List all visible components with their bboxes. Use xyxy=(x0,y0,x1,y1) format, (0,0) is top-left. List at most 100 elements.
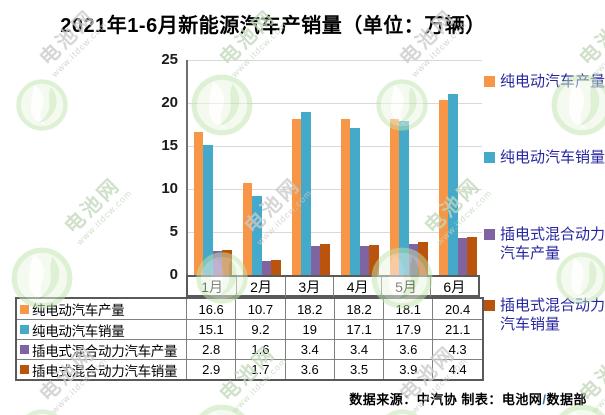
y-tick-label-5: 5 xyxy=(169,223,178,240)
table-value-cell: 10.7 xyxy=(235,299,284,319)
bar xyxy=(310,245,320,275)
table-value-cell: 18.2 xyxy=(333,299,383,319)
watermark-logo-icon xyxy=(16,79,68,131)
month-header-cell: 6月 xyxy=(429,277,478,297)
watermark-logo-icon xyxy=(25,409,59,415)
row-label-text: 纯电动汽车产量 xyxy=(32,303,125,318)
y-tick-label-0: 0 xyxy=(169,266,178,283)
table-row-label: 纯电动汽车产量 xyxy=(17,299,186,319)
legend-label: 纯电动汽车销量 xyxy=(500,149,605,166)
row-label-text: 插电式混合动力汽车销量 xyxy=(32,363,178,379)
bar xyxy=(340,118,350,275)
bar-group-5月 xyxy=(384,60,433,275)
row-key-swatch xyxy=(20,325,29,334)
bar xyxy=(369,244,379,275)
table-row-label: 插电式混合动力汽车销量 xyxy=(17,359,186,379)
table-value-cell: 3.5 xyxy=(333,359,384,379)
bar xyxy=(212,250,222,275)
table-value-cell: 3.9 xyxy=(383,359,433,379)
bar xyxy=(261,261,271,275)
table-value-cell: 9.2 xyxy=(235,319,285,339)
table-value-cell: 18.1 xyxy=(383,299,432,319)
table-value-cell: 3.4 xyxy=(284,339,334,359)
bar xyxy=(242,183,252,275)
table-value-cell: 2.9 xyxy=(186,359,236,379)
legend-swatch xyxy=(484,76,495,87)
bar-group-3月 xyxy=(286,60,335,275)
bar xyxy=(399,121,409,275)
table-value-cell: 19 xyxy=(284,319,334,339)
row-label-text: 插电式混合动力汽车产量 xyxy=(32,343,178,359)
bar xyxy=(448,93,458,275)
bar xyxy=(350,127,360,275)
bar xyxy=(418,241,428,275)
gridline-5 xyxy=(188,232,482,233)
table-value-cell: 20.4 xyxy=(432,299,481,319)
gridline-15 xyxy=(188,146,482,147)
bar xyxy=(408,244,418,275)
gridline-20 xyxy=(188,103,482,104)
table-value-cell: 15.1 xyxy=(186,319,236,339)
table-value-cell: 17.1 xyxy=(333,319,384,339)
bar xyxy=(222,250,232,275)
row-key-swatch xyxy=(20,345,29,354)
row-key-swatch xyxy=(20,365,29,374)
month-header-cell: 4月 xyxy=(332,277,381,297)
row-key-swatch xyxy=(20,304,29,314)
source-caption: 数据来源：中汽协 制表：电池网/数据部 xyxy=(349,389,587,408)
bar-group-6月 xyxy=(433,60,482,275)
legend-label: 插电式混合动力汽车销量 xyxy=(500,297,605,333)
bar xyxy=(438,99,448,275)
table-value-cell: 4.3 xyxy=(432,339,482,359)
bar xyxy=(301,111,311,275)
table-row-label: 纯电动汽车销量 xyxy=(17,319,186,339)
month-header-cell: 3月 xyxy=(284,277,333,297)
legend-item: 纯电动汽车销量 xyxy=(484,148,605,167)
chart-title: 2021年1-6月新能源汽车产销量（单位：万辆） xyxy=(60,15,486,37)
legend-label: 纯电动汽车产量 xyxy=(500,73,605,90)
legend-swatch xyxy=(484,300,495,311)
gridline-25 xyxy=(188,60,482,61)
bar xyxy=(252,195,262,275)
month-header-cell: 2月 xyxy=(236,277,284,297)
bar xyxy=(389,119,399,275)
bar xyxy=(457,238,467,275)
watermark-brand-text: 电池网 xyxy=(60,173,126,239)
table-value-cell: 3.6 xyxy=(383,339,433,359)
row-label-text: 纯电动汽车销量 xyxy=(32,323,125,339)
month-header-row: 1月 2月 3月 4月 5月 6月 xyxy=(186,275,480,297)
month-header-cell: 1月 xyxy=(201,279,224,295)
legend-label: 插电式混合动力汽车产量 xyxy=(500,226,605,262)
bar xyxy=(203,145,213,275)
data-table: 纯电动汽车产量 16.6 10.7 18.2 18.2 18.1 20.4 纯电动汽车销量 15… xyxy=(15,297,484,381)
table-value-cell: 3.4 xyxy=(333,339,384,359)
legend-item: 插电式混合动力汽车销量 xyxy=(484,296,605,334)
caption-dept: 数据部 xyxy=(546,392,587,407)
bar xyxy=(320,244,330,275)
table-value-cell: 1.6 xyxy=(235,339,285,359)
bar-group-2月 xyxy=(237,60,286,275)
legend-swatch xyxy=(484,229,495,240)
bar-group-1月 xyxy=(188,60,237,275)
table-value-cell: 2.8 xyxy=(186,339,236,359)
table-value-cell: 17.9 xyxy=(383,319,433,339)
legend-item: 纯电动汽车产量 xyxy=(484,72,605,91)
table-value-cell: 21.1 xyxy=(432,319,482,339)
gridline-10 xyxy=(188,189,482,190)
legend: 纯电动汽车产量 纯电动汽车销量插电式混合动力汽车产量 插电式混合动力汽车销量 xyxy=(484,0,605,415)
caption-text: 数据来源：中汽协 制表：电池网 xyxy=(349,392,543,407)
y-tick-label-25: 25 xyxy=(161,51,178,68)
y-tick-label-20: 20 xyxy=(161,94,178,111)
bar-group-4月 xyxy=(335,60,384,275)
table-row-label: 插电式混合动力汽车产量 xyxy=(17,339,186,359)
bar xyxy=(467,237,477,275)
watermark-logo-icon xyxy=(385,409,419,415)
plot-area xyxy=(186,60,482,275)
table-value-cell: 3.6 xyxy=(284,359,334,379)
y-tick-label-15: 15 xyxy=(161,137,178,154)
legend-item: 插电式混合动力汽车产量 xyxy=(484,225,605,263)
watermark-logo-icon xyxy=(199,404,245,415)
table-value-cell: 18.2 xyxy=(284,299,334,319)
